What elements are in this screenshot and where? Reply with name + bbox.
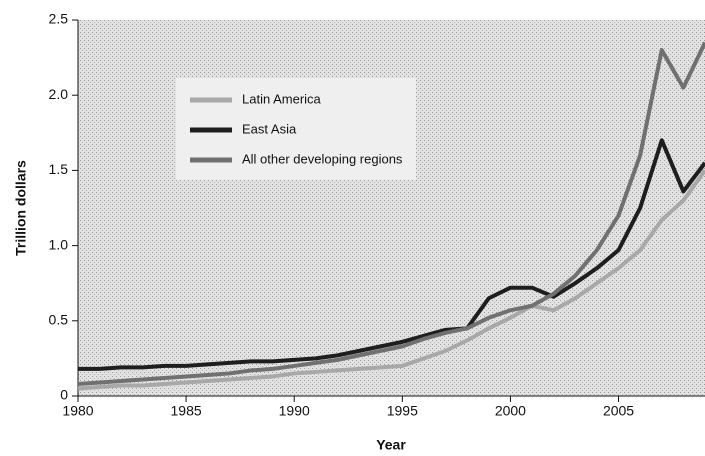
legend-label: All other developing regions: [242, 151, 403, 166]
series-line: [77, 41, 705, 386]
x-tick-label: 1980: [62, 403, 93, 419]
series-line: [77, 169, 705, 391]
y-tick-label: 0: [60, 387, 68, 403]
x-tick-label: 1990: [279, 403, 310, 419]
x-axis-label: Year: [376, 437, 406, 453]
legend-label: Latin America: [242, 91, 322, 106]
y-axis-label: Trillion dollars: [13, 160, 29, 256]
y-tick-label: 0.5: [49, 312, 69, 328]
plot-background: [78, 20, 705, 396]
y-tick-label: 1.0: [49, 236, 69, 252]
legend-label: East Asia: [242, 121, 297, 136]
x-tick-label: 1995: [387, 403, 418, 419]
x-tick-label: 2000: [495, 403, 526, 419]
y-tick-label: 1.5: [49, 161, 69, 177]
x-tick-label: 1985: [171, 403, 202, 419]
y-tick-label: 2.0: [49, 86, 69, 102]
y-tick-label: 2.5: [49, 11, 69, 27]
series-line: [78, 138, 705, 371]
x-tick-label: 2005: [603, 403, 634, 419]
